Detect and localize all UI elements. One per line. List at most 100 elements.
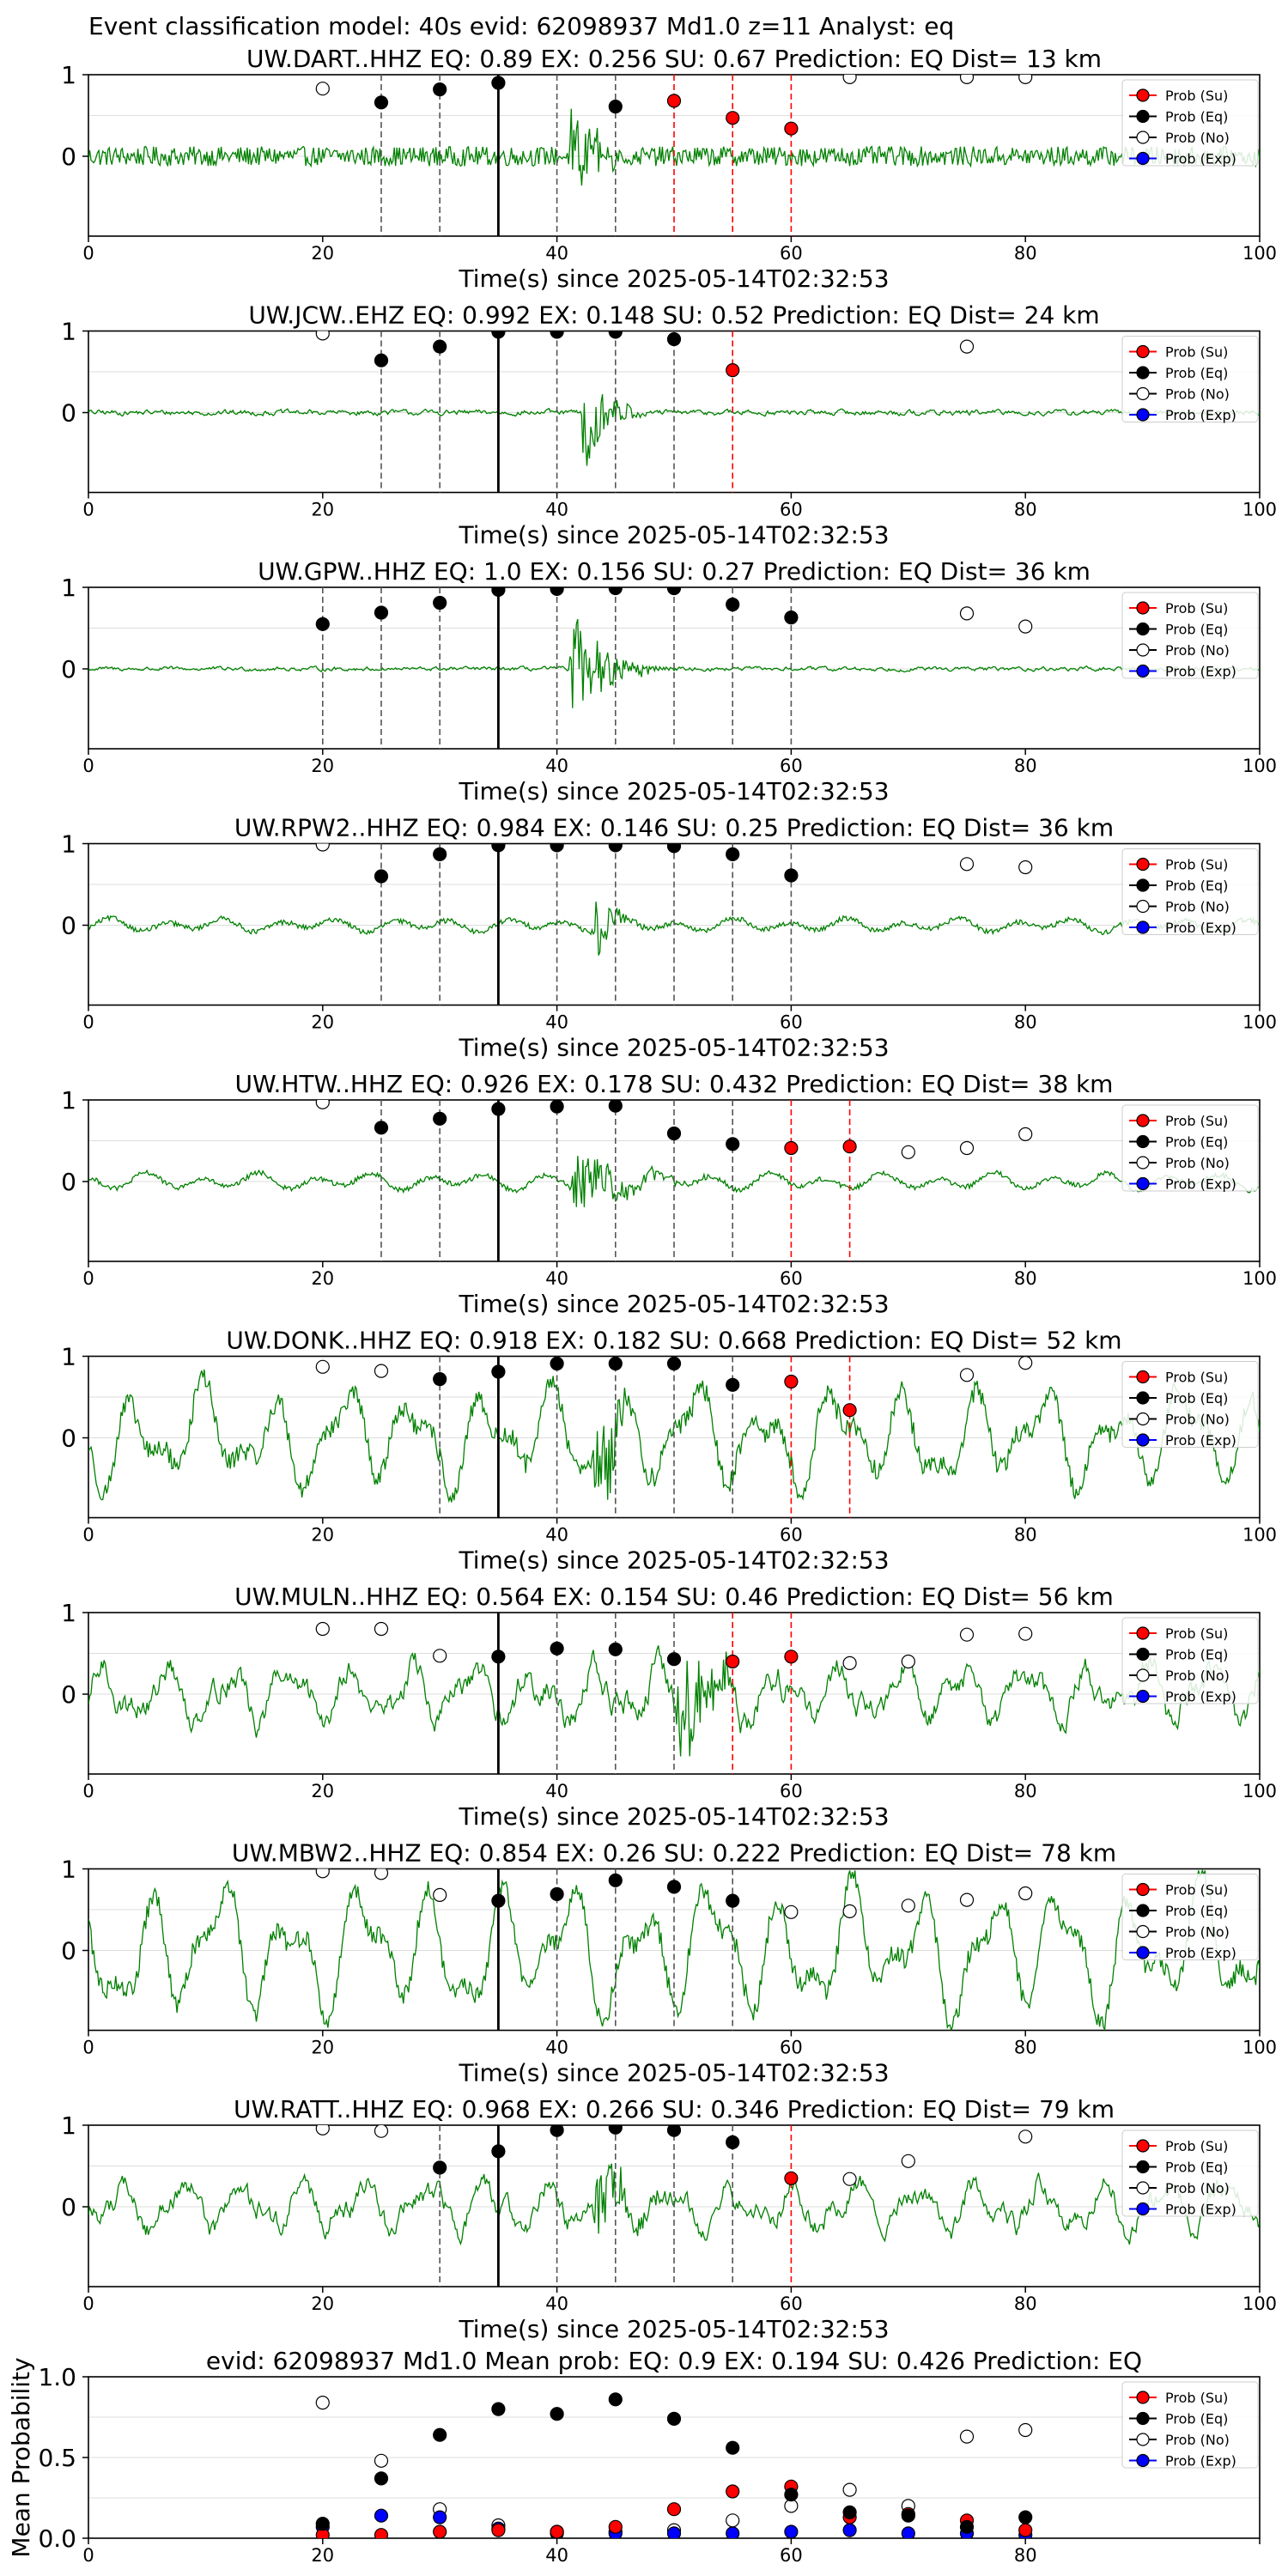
point-no: [315, 1359, 330, 1374]
x-tick-label: 0: [82, 1781, 94, 1801]
point-eq: [666, 2411, 682, 2426]
panel-title: UW.RPW2..HHZ EQ: 0.984 EX: 0.146 SU: 0.2…: [234, 814, 1114, 842]
point-su: [784, 1374, 799, 1389]
point-eq: [608, 843, 623, 853]
legend-label-su: Prob (Su): [1165, 344, 1228, 361]
point-eq: [666, 1356, 682, 1371]
point-eq: [784, 610, 799, 625]
legend-label-eq: Prob (Eq): [1165, 1134, 1228, 1151]
point-su: [784, 2171, 799, 2185]
legend-label-su: Prob (Su): [1165, 857, 1228, 873]
point-eq: [433, 1371, 447, 1387]
point-eq: [550, 843, 564, 853]
point-no: [959, 2429, 975, 2444]
waveform-trace: [88, 1156, 1260, 1207]
x-tick-label: 0: [82, 2545, 94, 2566]
legend-marker-su: [1136, 1882, 1150, 1897]
point-eq: [315, 617, 330, 631]
point-su: [433, 2524, 447, 2538]
legend-box: [1121, 2129, 1259, 2217]
legend-marker-su: [1136, 857, 1150, 872]
legend-label-no: Prob (No): [1165, 899, 1230, 915]
point-su: [842, 1403, 857, 1418]
x-tick-label: 80: [1014, 2038, 1037, 2058]
x-tick-label: 60: [780, 2545, 803, 2566]
point-no: [315, 1100, 330, 1109]
legend-box: [1121, 336, 1259, 422]
point-su: [374, 2528, 389, 2538]
x-tick-label: 60: [780, 1268, 803, 1289]
x-tick-label: 40: [545, 756, 568, 776]
point-exp: [784, 2524, 799, 2538]
point-exp: [433, 2510, 447, 2524]
legend-box: [1121, 1104, 1259, 1192]
station-panel: UW.GPW..HHZ EQ: 1.0 EX: 0.156 SU: 0.27 P…: [61, 557, 1277, 805]
x-tick-label: 0: [82, 1012, 94, 1033]
point-eq: [666, 2125, 682, 2137]
legend-label-eq: Prob (Eq): [1165, 878, 1228, 894]
point-no: [374, 1364, 389, 1378]
legend-label-no: Prob (No): [1165, 386, 1230, 403]
x-tick-label: 80: [1014, 1012, 1037, 1033]
x-tick-label: 0: [82, 2038, 94, 2058]
legend-label-exp: Prob (Exp): [1165, 1689, 1236, 1705]
point-exp: [901, 2526, 915, 2538]
x-tick-label: 20: [311, 1012, 334, 1033]
legend-marker-no: [1136, 1412, 1150, 1426]
point-eq: [959, 2519, 975, 2534]
point-no: [959, 857, 975, 872]
point-eq: [726, 2440, 740, 2455]
x-tick-label: 40: [545, 2545, 568, 2566]
x-tick-label: 80: [1014, 1781, 1037, 1801]
x-tick-label: 40: [545, 1781, 568, 1801]
legend-label-no: Prob (No): [1165, 2432, 1230, 2448]
station-panel: UW.DONK..HHZ EQ: 0.918 EX: 0.182 SU: 0.6…: [61, 1327, 1277, 1575]
point-eq: [1018, 2510, 1033, 2524]
legend-label-exp: Prob (Exp): [1165, 1432, 1236, 1449]
plot-area: [88, 1356, 1260, 1518]
point-no: [959, 1627, 975, 1642]
legend-marker-exp: [1136, 1689, 1150, 1704]
point-eq: [726, 1893, 740, 1908]
x-axis-label: Time(s) since 2025-05-14T02:32:53: [458, 264, 889, 293]
legend-marker-exp: [1136, 664, 1150, 678]
point-eq: [491, 2144, 506, 2159]
point-su: [550, 2524, 564, 2538]
panel-title: UW.DART..HHZ EQ: 0.89 EX: 0.256 SU: 0.67…: [246, 45, 1102, 73]
legend-label-exp: Prob (Exp): [1165, 664, 1236, 680]
legend-marker-su: [1136, 2391, 1150, 2404]
point-no: [315, 1621, 330, 1637]
point-eq: [726, 1137, 740, 1151]
station-panel: UW.HTW..HHZ EQ: 0.926 EX: 0.178 SU: 0.43…: [61, 1070, 1277, 1318]
x-tick-label: 20: [311, 756, 334, 776]
legend-box: [1121, 1617, 1259, 1704]
point-eq: [666, 587, 682, 596]
point-exp: [726, 2526, 740, 2538]
legend-marker-su: [1136, 1370, 1150, 1384]
legend-marker-eq: [1136, 878, 1150, 892]
y-tick-label: 1: [61, 318, 76, 346]
point-no: [1018, 1356, 1033, 1370]
point-eq: [491, 2402, 506, 2416]
x-tick-label: 20: [311, 1525, 334, 1546]
point-eq: [550, 1100, 564, 1114]
legend-marker-su: [1136, 2139, 1150, 2153]
x-tick-label: 100: [1242, 243, 1277, 264]
waveform-trace: [88, 618, 1260, 708]
legend-label-su: Prob (Su): [1165, 1625, 1228, 1642]
legend-label-exp: Prob (Exp): [1165, 1945, 1236, 1961]
point-eq: [608, 1100, 623, 1113]
legend-marker-exp: [1136, 1946, 1150, 1959]
point-eq: [433, 339, 447, 354]
point-no: [1018, 1886, 1033, 1901]
legend-marker-no: [1136, 2181, 1150, 2195]
point-no: [901, 1145, 915, 1159]
point-no: [315, 2396, 330, 2410]
point-eq: [550, 1356, 564, 1371]
point-exp: [666, 2526, 682, 2538]
legend-marker-su: [1136, 344, 1150, 359]
y-tick-label: 0: [61, 143, 76, 171]
legend-label-no: Prob (No): [1165, 1668, 1230, 1684]
y-tick-label: 0: [61, 1425, 76, 1453]
